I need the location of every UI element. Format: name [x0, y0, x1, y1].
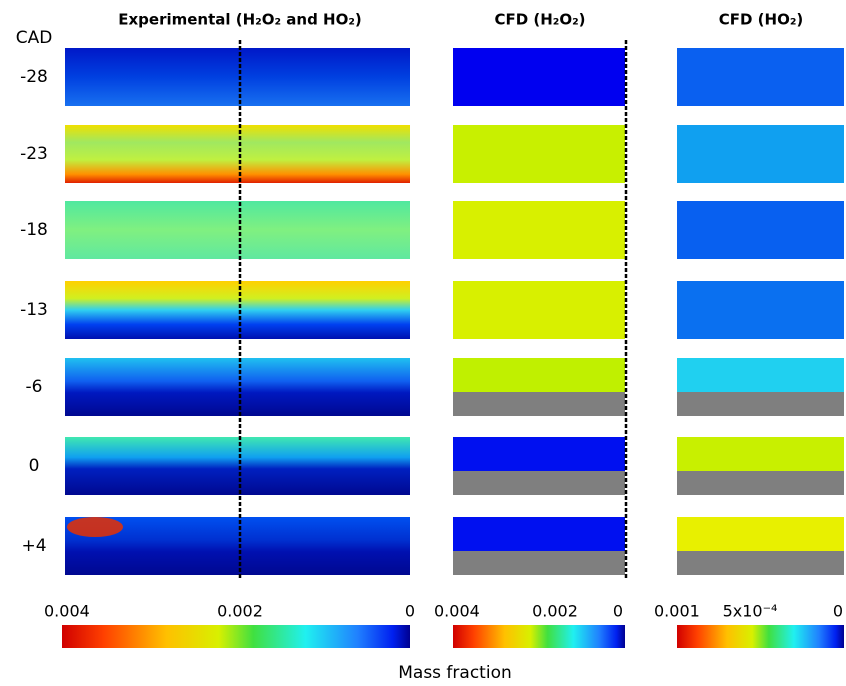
- experimental-image: [65, 125, 410, 183]
- cfd-h2o2-image: [453, 201, 625, 259]
- cfd-ho2-image: [677, 281, 844, 339]
- cfd-ho2-image: [677, 48, 844, 106]
- panel-title: CFD (H₂O₂): [494, 11, 585, 29]
- cfd-h2o2-image: [453, 517, 625, 551]
- row-label: -13: [20, 300, 48, 320]
- row-label: +4: [21, 536, 46, 556]
- cfd-ho2-image: [677, 358, 844, 392]
- cfd-h2o2-image: [453, 281, 625, 339]
- experimental-image: [65, 201, 410, 259]
- piston: [677, 471, 844, 495]
- colorbar-label: Mass fraction: [398, 663, 512, 683]
- cfd-ho2-image: [677, 517, 844, 551]
- colorbar: [677, 625, 844, 648]
- panel-title: CFD (HO₂): [719, 11, 804, 29]
- piston: [453, 392, 625, 416]
- colorbar: [453, 625, 625, 648]
- colorbar-tick: 5x10⁻⁴: [723, 602, 778, 621]
- colorbar-tick: 0: [405, 602, 415, 621]
- colorbar-tick: 0.002: [217, 602, 263, 621]
- cfd-h2o2-image: [453, 125, 625, 183]
- piston: [677, 551, 844, 575]
- cfd-h2o2-image: [453, 358, 625, 392]
- experimental-image: [65, 281, 410, 339]
- piston: [677, 392, 844, 416]
- experimental-image: [65, 437, 410, 495]
- piston: [453, 551, 625, 575]
- panel-title: Experimental (H₂O₂ and HO₂): [118, 11, 362, 29]
- cfd-h2o2-image: [453, 437, 625, 471]
- colorbar-tick: 0.004: [434, 602, 480, 621]
- panels: -28 -23 -18 -13 -6 0 +4: [20, 48, 844, 575]
- row-header: CAD: [16, 28, 53, 48]
- colorbar-tick: 0: [613, 602, 623, 621]
- experimental-image: [65, 358, 410, 416]
- hot-spot: [67, 517, 123, 537]
- colorbar: [62, 625, 410, 648]
- colorbar-tick: 0.002: [532, 602, 578, 621]
- cfd-ho2-image: [677, 437, 844, 471]
- piston: [453, 471, 625, 495]
- experimental-image: [65, 48, 410, 106]
- row-label: -23: [20, 144, 48, 164]
- cfd-ho2-image: [677, 125, 844, 183]
- cfd-ho2-image: [677, 201, 844, 259]
- row-label: -28: [20, 67, 48, 87]
- colorbar-tick: 0.004: [44, 602, 90, 621]
- row-label: 0: [29, 456, 40, 476]
- colorbar-tick: 0.001: [654, 602, 700, 621]
- row-label: -6: [26, 377, 43, 397]
- cfd-h2o2-image: [453, 48, 625, 106]
- row-label: -18: [20, 220, 48, 240]
- colorbar-tick: 0: [833, 602, 843, 621]
